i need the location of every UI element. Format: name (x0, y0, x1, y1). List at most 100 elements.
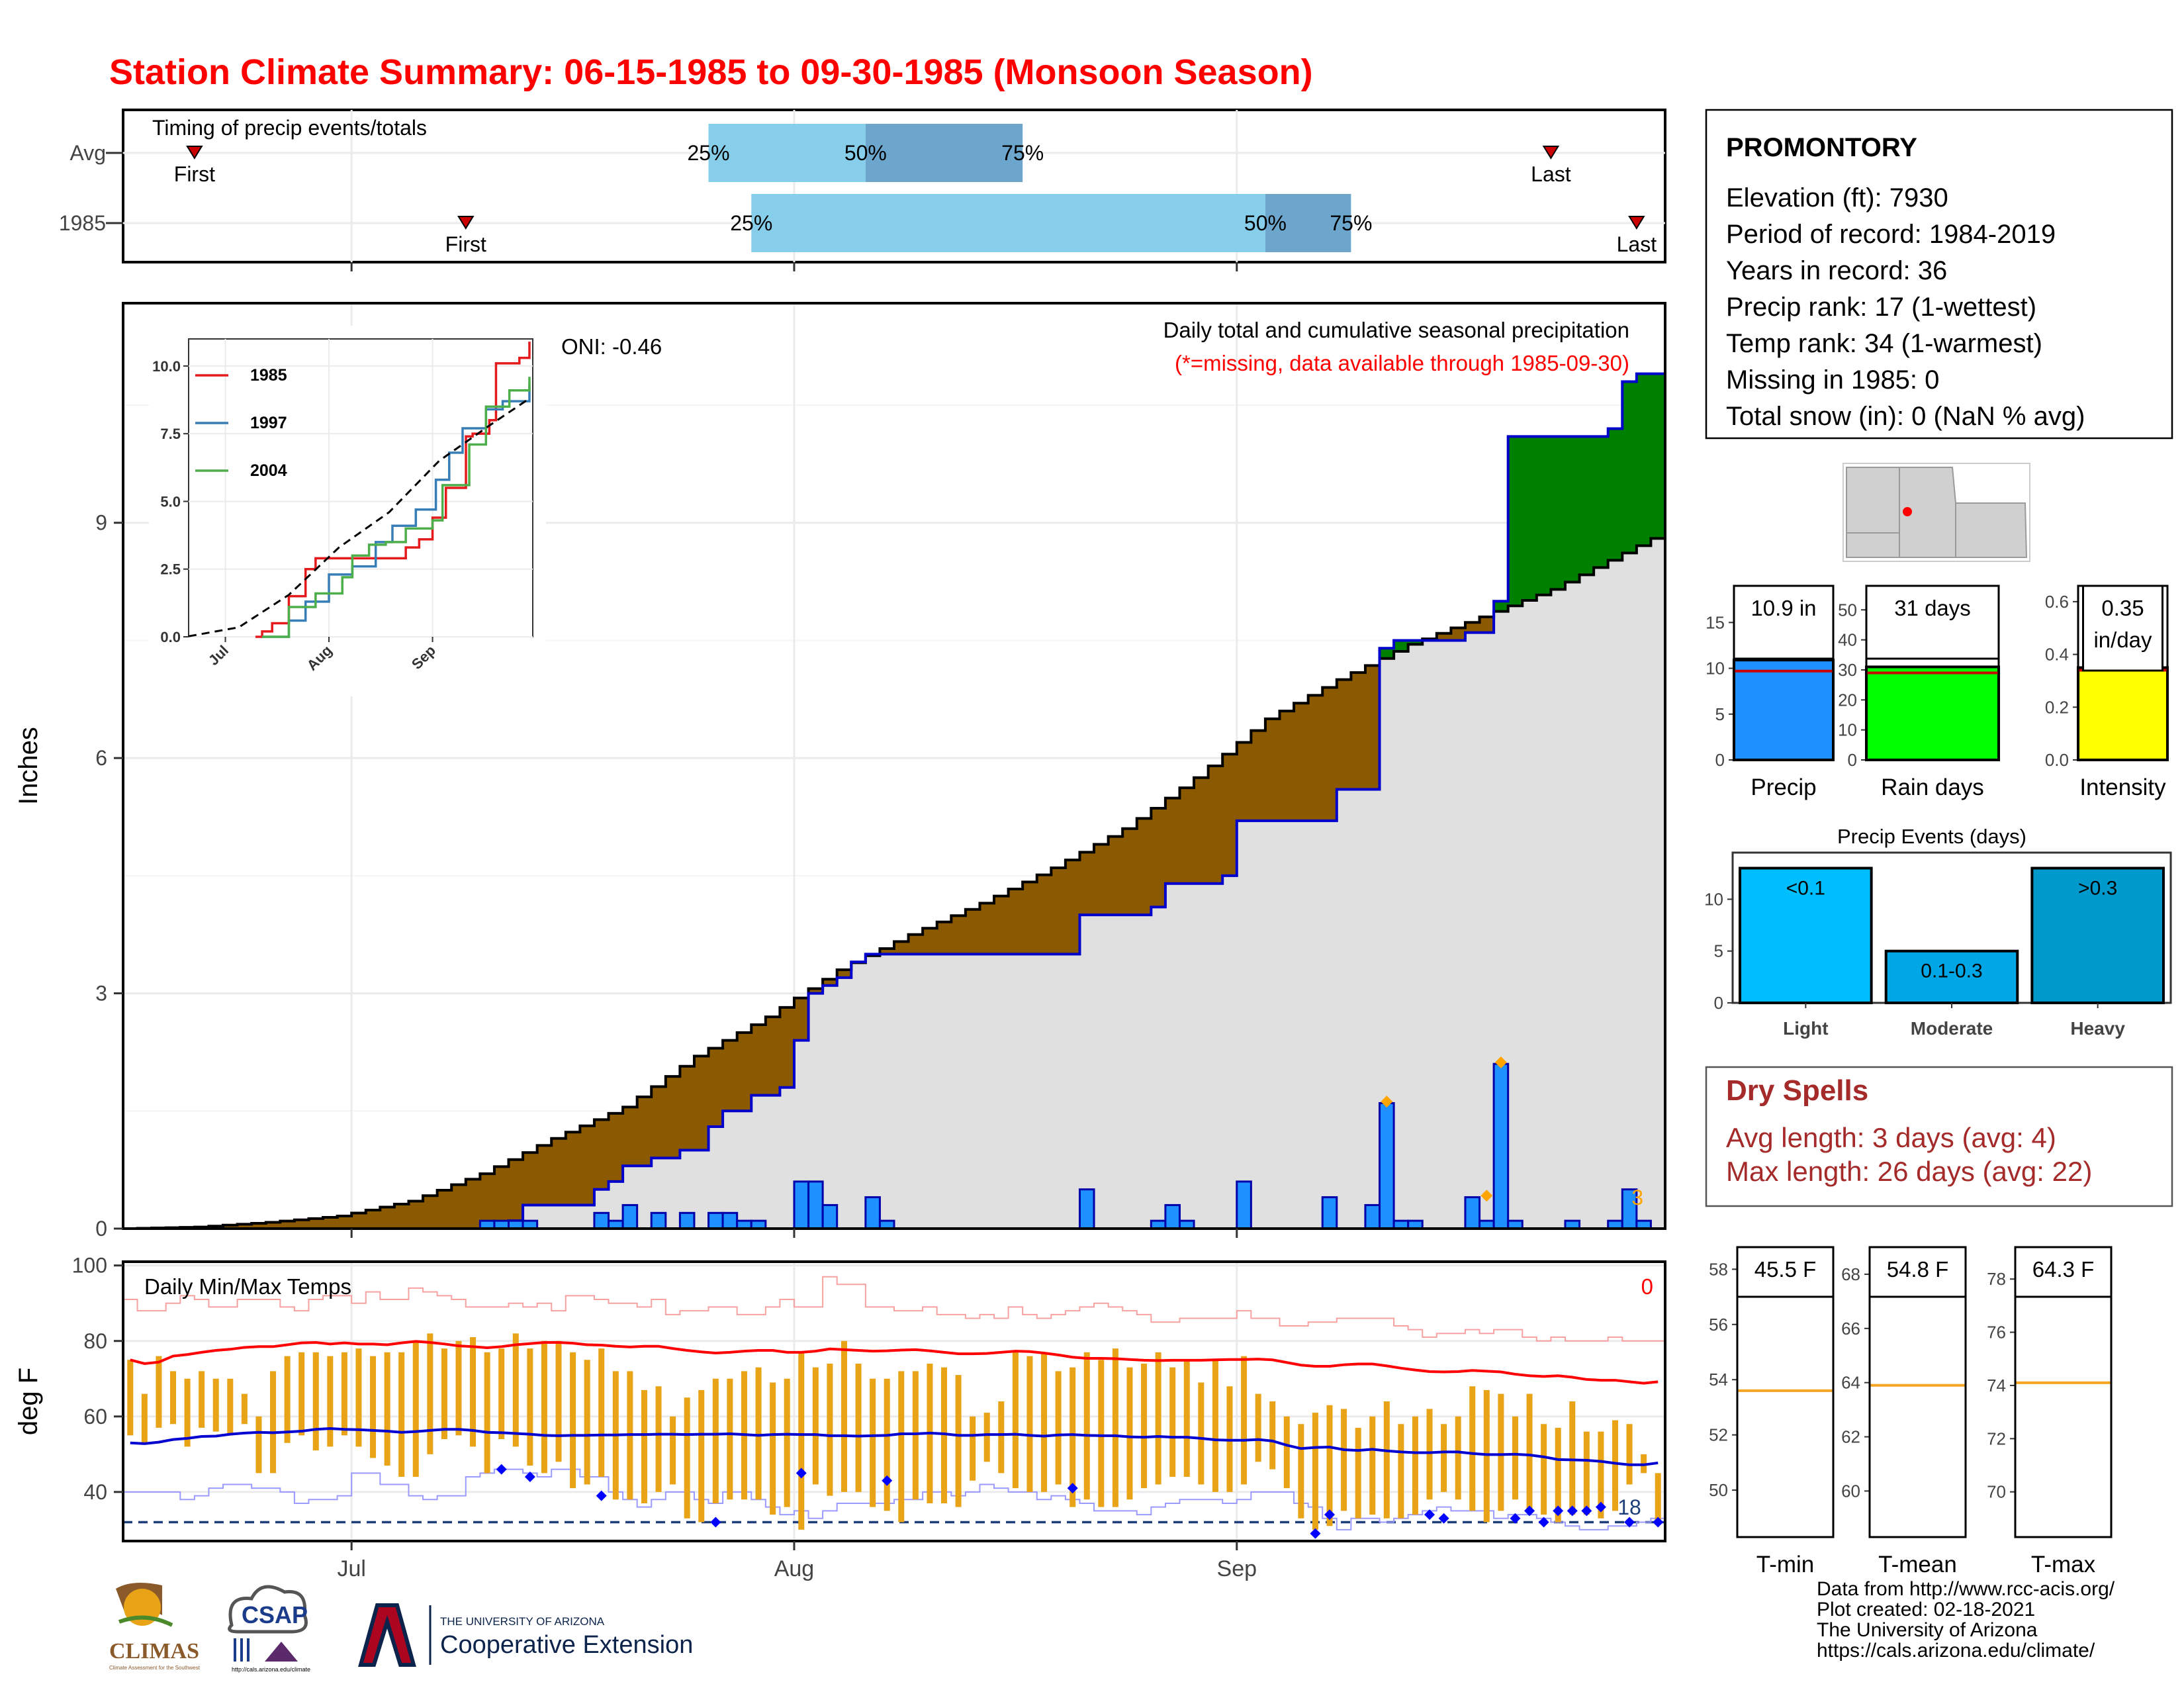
precip-events-category: Light (1783, 1018, 1828, 1039)
deficit-band (580, 1125, 595, 1205)
deficit-band (551, 1138, 567, 1205)
deficit-band (280, 1221, 295, 1229)
small-panel-y-tick-label: 56 (1709, 1315, 1728, 1335)
credit-plot-created: Plot created: 02-18-2021 (1817, 1599, 2036, 1620)
surplus-band (1594, 436, 1609, 568)
daily-precip-bar (1364, 1203, 1381, 1229)
small-panel-y-tick-label: 10 (1838, 720, 1857, 740)
deficit-band (608, 1113, 623, 1182)
deficit-band (694, 1056, 709, 1150)
timing-pct-label: 25% (688, 141, 730, 165)
timing-row-label: Avg (69, 141, 106, 165)
deficit-band (1436, 633, 1451, 641)
deficit-band (965, 909, 981, 955)
deficit-band (1236, 742, 1251, 821)
deficit-band (880, 949, 895, 955)
surplus-band (1536, 436, 1552, 595)
average-cumulative-line (123, 537, 1665, 1229)
deficit-band (751, 1024, 766, 1096)
small-panel-y-tick-label: 20 (1838, 690, 1857, 710)
inset-series-2004-line (262, 377, 531, 638)
timing-last-marker (1628, 216, 1645, 230)
deficit-band (480, 1174, 495, 1229)
daily-precip-bar (1407, 1219, 1424, 1229)
daily-precip-bar (621, 1203, 639, 1229)
deficit-band (223, 1225, 238, 1229)
record-low-marker (496, 1464, 507, 1475)
daily-precip-bar (1379, 1102, 1395, 1229)
temp-y-tick-label: 60 (83, 1405, 107, 1429)
deficit-band (1294, 703, 1309, 821)
record-low-marker (1510, 1513, 1521, 1524)
deficit-band (1336, 679, 1351, 790)
record-low-marker (1438, 1513, 1449, 1524)
precip-subtitle: Daily total and cumulative seasonal prec… (1163, 318, 1629, 342)
daily-precip-highlight (1494, 1056, 1507, 1068)
timing-pct-label: 25% (730, 211, 772, 235)
precip-events-title: Precip Events (days) (1837, 825, 2026, 848)
temp-corner-count: 0 (1641, 1274, 1653, 1299)
small-panel-value-label: 10.9 in (1751, 596, 1816, 620)
deficit-band (1179, 788, 1195, 884)
timing-first-marker (186, 146, 203, 160)
precip-events-bar (1739, 867, 1873, 1005)
daily-precip-bar (1321, 1196, 1338, 1229)
precip-y-tick-label: 3 (95, 982, 107, 1006)
daily-precip-highlight (1480, 1190, 1493, 1202)
station-info-line: Missing in 1985: 0 (1726, 365, 1939, 395)
timing-last-marker (1542, 146, 1560, 160)
deficit-band (765, 1017, 781, 1096)
record-low-marker (1653, 1517, 1664, 1528)
deficit-band (1465, 622, 1480, 633)
deficit-band (1251, 730, 1266, 821)
deficit-band (1065, 860, 1081, 955)
inset-legend-label: 1997 (250, 414, 287, 432)
deficit-band (1079, 852, 1095, 915)
daily-precip-bar (1078, 1188, 1095, 1229)
station-info-line: Total snow (in): 0 (NaN % avg) (1726, 402, 2085, 431)
station-info-line: Years in record: 36 (1726, 256, 1947, 285)
dry-spells-box: Dry Spells Avg length: 3 days (avg: 4) M… (1705, 1066, 2173, 1207)
record-low-marker (1538, 1517, 1549, 1528)
deficit-band (265, 1222, 281, 1229)
deficit-band (894, 941, 909, 955)
deficit-band (494, 1166, 510, 1229)
daily-precip-bar (864, 1196, 881, 1229)
surplus-band (1494, 601, 1509, 612)
inset-y-tick-label: 7.5 (160, 426, 181, 442)
small-panel-y-tick-label: 15 (1706, 612, 1725, 632)
deficit-band (308, 1218, 324, 1229)
ua-small-text: THE UNIVERSITY OF ARIZONA (440, 1615, 605, 1628)
daily-precip-bar (1507, 1219, 1524, 1229)
dry-spells-title: Dry Spells (1726, 1074, 1868, 1107)
deficit-band (523, 1152, 538, 1205)
precip-events-bar-label: 0.1-0.3 (1921, 961, 1982, 982)
small-panel-y-tick-label: 78 (1987, 1269, 2006, 1289)
record-low-marker (1567, 1505, 1578, 1517)
deficit-band (1136, 818, 1152, 915)
ua-logo: THE UNIVERSITY OF ARIZONA Cooperative Ex… (358, 1603, 693, 1667)
deficit-band (1279, 711, 1295, 821)
surplus-band (1622, 381, 1637, 553)
deficit-band (1265, 718, 1281, 821)
precip-body (123, 303, 1665, 1229)
deficit-band (1365, 665, 1381, 790)
record-low-marker (1581, 1505, 1592, 1517)
precip-y-tick-label: 9 (95, 511, 107, 535)
inset-legend-label: 2004 (250, 461, 287, 480)
small-panel-value-box (1865, 585, 2000, 660)
deficit-band (237, 1224, 252, 1229)
timing-bar-50-75 (1265, 194, 1351, 252)
daily-precip-bar (1178, 1219, 1195, 1229)
deficit-band (651, 1086, 666, 1158)
daily-precip-bar (721, 1211, 739, 1229)
deficit-band (908, 934, 923, 955)
deficit-band (979, 903, 995, 955)
daily-precip-bar (1564, 1219, 1581, 1229)
precip-events-panel: Precip Events (days) 0 5 10 <0.1 Light 0.1-0.3… (1704, 825, 2172, 1039)
station-info: PROMONTORY Elevation (ft): 7930 Period of… (1705, 109, 2173, 440)
surplus-band (1522, 436, 1537, 601)
record-low-marker (1067, 1483, 1078, 1494)
surplus-band (1565, 436, 1580, 583)
